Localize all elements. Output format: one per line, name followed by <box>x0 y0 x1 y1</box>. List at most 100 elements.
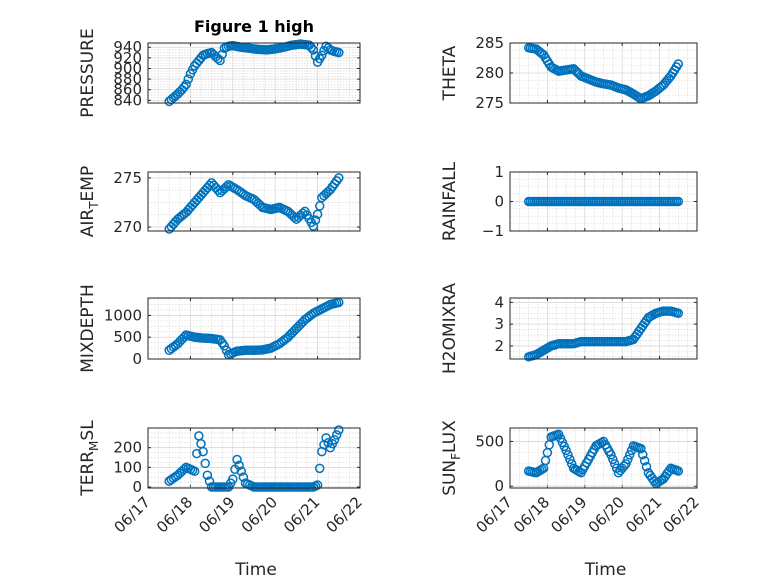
y-tick-label: −1 <box>482 222 504 240</box>
y-axis-label: MIXDEPTH <box>78 284 98 373</box>
y-tick-label: 3 <box>494 315 504 333</box>
y-tick-label: 860 <box>113 81 142 99</box>
x-tick-label: 06/17 <box>473 493 516 536</box>
data-point <box>317 50 327 60</box>
y-tick-label: 285 <box>475 34 504 52</box>
data-point <box>204 180 215 191</box>
data-point <box>183 74 194 84</box>
x-tick-label: 06/18 <box>153 493 196 536</box>
axes-box <box>147 427 361 489</box>
y-tick-label: 1 <box>494 163 504 181</box>
y-tick-label: 1000 <box>104 306 142 324</box>
data-point <box>565 454 575 465</box>
data-point <box>202 470 213 480</box>
data-point <box>236 466 247 477</box>
data-point <box>673 308 684 318</box>
x-tick-label: 06/21 <box>280 493 323 536</box>
data-point <box>221 182 232 192</box>
axes-box <box>509 427 698 489</box>
data-point <box>334 425 344 435</box>
data-point <box>228 474 238 484</box>
data-point <box>561 445 571 456</box>
data-point <box>234 460 244 471</box>
data-point <box>624 450 635 460</box>
data-point <box>329 435 340 445</box>
y-tick-label: 0 <box>494 193 504 211</box>
data-point <box>636 443 646 454</box>
y-tick-label: 500 <box>475 432 504 450</box>
data-point <box>609 459 620 469</box>
y-tick-label: 270 <box>113 218 142 236</box>
data-point <box>289 212 300 222</box>
x-tick-label: 06/20 <box>585 493 628 536</box>
axes-box <box>509 297 698 360</box>
data-point <box>308 221 319 231</box>
data-point <box>563 450 573 460</box>
y-axis-label: PRESSURE <box>78 28 98 117</box>
y-tick-label: 920 <box>113 49 142 67</box>
y-axis-label: RAINFALL <box>440 161 460 241</box>
axes-box <box>147 171 361 232</box>
data-point <box>321 433 331 443</box>
x-axis-label: Time <box>584 560 627 580</box>
y-axis-label: AIRTEMP <box>78 166 101 237</box>
data-point <box>623 454 633 465</box>
y-axis-label: TERRMSL <box>78 420 101 497</box>
y-tick-label: 900 <box>113 59 142 77</box>
data-point <box>334 173 344 183</box>
data-point <box>312 209 323 220</box>
data-point <box>334 47 344 58</box>
y-tick-label: 840 <box>113 91 142 109</box>
data-point <box>192 448 202 459</box>
data-point <box>314 201 325 211</box>
data-point <box>641 461 652 472</box>
data-point <box>606 450 616 460</box>
data-point <box>200 458 210 469</box>
data-point <box>673 59 684 69</box>
x-axis-label: Time <box>234 560 277 580</box>
data-point <box>608 454 618 465</box>
data-point <box>308 45 319 55</box>
y-tick-label: 500 <box>113 328 142 346</box>
axes-box <box>147 297 361 360</box>
axes-box <box>509 42 698 104</box>
data-point <box>198 446 208 457</box>
data-point <box>179 82 189 92</box>
data-point <box>217 49 227 60</box>
data-point <box>213 185 223 195</box>
axes-box <box>147 42 361 104</box>
y-axis-label: H2OMIXRA <box>440 283 460 374</box>
data-point <box>306 42 316 53</box>
x-tick-label: 06/22 <box>660 493 703 536</box>
figure-title: Figure 1 high <box>194 17 314 36</box>
x-tick-label: 06/20 <box>238 493 281 536</box>
x-tick-label: 06/22 <box>323 493 366 536</box>
y-tick-label: 100 <box>113 458 142 476</box>
y-tick-label: 880 <box>113 70 142 88</box>
y-axis-label: THETA <box>440 45 460 101</box>
data-point <box>181 79 191 90</box>
y-tick-label: 0 <box>494 477 504 495</box>
data-point <box>189 466 200 477</box>
data-point <box>310 215 321 225</box>
data-point <box>215 55 225 66</box>
y-tick-label: 275 <box>113 169 142 187</box>
data-point <box>639 455 650 466</box>
x-tick-label: 06/21 <box>622 493 665 536</box>
data-point <box>232 454 242 465</box>
data-point <box>312 480 323 490</box>
axes-box <box>509 171 698 232</box>
y-tick-label: 280 <box>475 64 504 82</box>
data-point <box>638 449 648 460</box>
data-point <box>314 463 325 474</box>
x-tick-label: 06/18 <box>510 493 553 536</box>
y-tick-label: 4 <box>494 293 504 311</box>
data-point <box>238 472 249 482</box>
y-tick-label: 0 <box>132 350 142 368</box>
data-point <box>673 466 684 476</box>
y-tick-label: 940 <box>113 38 142 56</box>
y-tick-label: 200 <box>113 439 142 457</box>
x-tick-label: 06/19 <box>547 493 590 536</box>
